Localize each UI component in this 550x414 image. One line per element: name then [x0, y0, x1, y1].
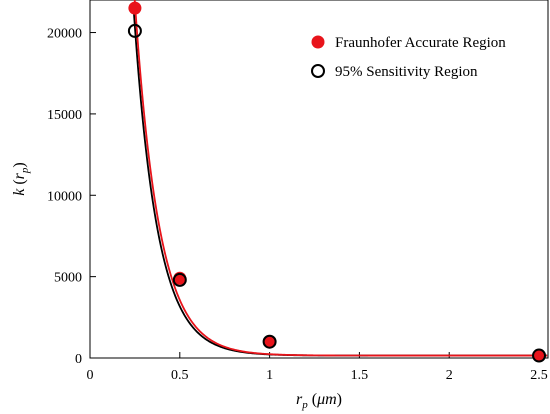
data-point-sensitivity: [262, 334, 277, 349]
data-point-fraunhofer: [263, 335, 277, 349]
fit-curves: [133, 0, 548, 357]
y-tick-label: 0: [75, 352, 82, 367]
x-tick-label: 1.5: [351, 368, 369, 383]
legend-label: Fraunhofer Accurate Region: [335, 35, 506, 51]
x-tick-label: 2.5: [530, 368, 548, 383]
data-point-fraunhofer: [532, 349, 546, 363]
data-points: [127, 1, 547, 363]
legend-entry-sensitivity: 95% Sensitivity Region: [311, 64, 478, 80]
fit-curve-0: [133, 0, 548, 357]
y-axis-label: k (rp): [11, 162, 31, 196]
data-point-fraunhofer: [128, 1, 142, 15]
y-tick-label: 10000: [47, 189, 82, 204]
y-tick-label: 5000: [54, 271, 82, 286]
y-axis-ticks: 0 5000 10000 15000 20000: [47, 27, 96, 367]
legend-label: 95% Sensitivity Region: [335, 64, 478, 80]
data-point-sensitivity: [172, 272, 187, 287]
plot-frame: [89, 0, 549, 359]
x-tick-label: 0.5: [171, 368, 189, 383]
x-axis-ticks: 0 0.5 1 1.5 2 2.5: [87, 352, 548, 383]
x-tick-label: 0: [87, 368, 94, 383]
legend-marker-open-circle: [311, 64, 325, 78]
data-point-sensitivity: [127, 23, 142, 38]
legend-marker-filled-circle: [311, 35, 325, 49]
x-axis-label: rp (μm): [296, 391, 342, 411]
data-point-sensitivity: [532, 348, 547, 363]
x-tick-label: 2: [446, 368, 453, 383]
y-tick-label: 20000: [47, 27, 82, 42]
legend: Fraunhofer Accurate Region 95% Sensitivi…: [311, 35, 506, 80]
x-tick-label: 1: [266, 368, 273, 383]
legend-entry-fraunhofer: Fraunhofer Accurate Region: [311, 35, 506, 51]
y-tick-label: 15000: [47, 108, 82, 123]
